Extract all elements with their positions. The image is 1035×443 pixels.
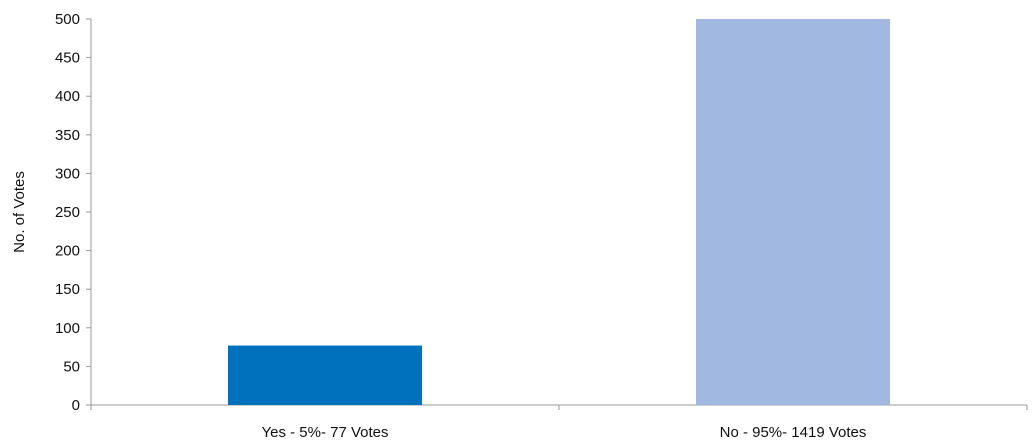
y-tick-label: 400	[55, 88, 80, 105]
x-tick-label: Yes - 5%- 77 Votes	[261, 424, 388, 441]
y-tick-label: 100	[55, 320, 80, 337]
y-tick-label: 450	[55, 50, 80, 67]
y-tick-label: 350	[55, 127, 80, 144]
bar-yes	[228, 345, 422, 405]
y-tick-label: 50	[63, 358, 80, 375]
bar-no	[696, 19, 890, 405]
y-tick-label: 500	[55, 11, 80, 28]
x-axis: Yes - 5%- 77 Votes No - 95%- 1419 Votes	[90, 404, 1028, 441]
y-tick-label: 300	[55, 165, 80, 182]
x-tick-label: No - 95%- 1419 Votes	[720, 424, 867, 441]
y-tick-label: 0	[72, 397, 80, 414]
y-ticks: 0 50 100 150 200 250 300 350 400 450 500	[55, 11, 91, 414]
y-axis-title: No. of Votes	[11, 171, 28, 253]
y-axis: 0 50 100 150 200 250 300 350 400 450 500	[55, 11, 92, 414]
bars	[228, 19, 890, 405]
y-tick-label: 200	[55, 243, 80, 260]
x-ticks: Yes - 5%- 77 Votes No - 95%- 1419 Votes	[90, 405, 1028, 441]
y-tick-label: 250	[55, 204, 80, 221]
y-tick-label: 150	[55, 281, 80, 298]
